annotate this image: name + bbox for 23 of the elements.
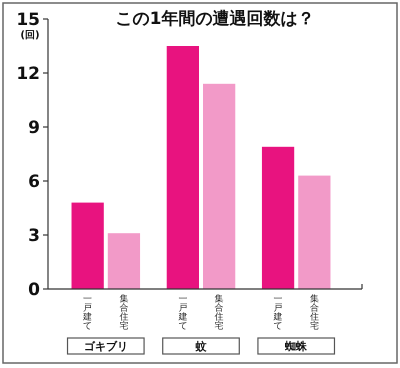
y-tick-label: 9	[28, 118, 40, 138]
series-label: 集合住宅	[119, 294, 128, 332]
x-tick-label: 蚊	[194, 340, 208, 353]
y-tick-label: 12	[16, 64, 40, 84]
y-tick-label: 6	[28, 172, 40, 192]
y-tick-label: 15	[16, 10, 40, 30]
bar	[298, 176, 330, 289]
bar	[262, 146, 294, 289]
text: 集合住宅	[214, 294, 224, 332]
y-axis-title: (回)	[20, 30, 40, 41]
y-tick-label: 0	[28, 280, 40, 300]
bar	[203, 84, 236, 289]
x-tick-label: ゴキブリ	[84, 340, 128, 353]
bar	[72, 202, 104, 289]
chart-title: この1年間の遭遇回数は？	[116, 9, 314, 29]
series-label: 一戸建て	[82, 294, 92, 332]
text: 一戸建て	[178, 294, 188, 332]
x-tick-label: 蜘蛛	[284, 340, 308, 353]
y-tick-label: 3	[28, 226, 40, 246]
text: 集合住宅	[310, 294, 319, 332]
bar	[108, 233, 140, 289]
text: 一戸建て	[274, 294, 283, 332]
bar	[166, 46, 199, 289]
